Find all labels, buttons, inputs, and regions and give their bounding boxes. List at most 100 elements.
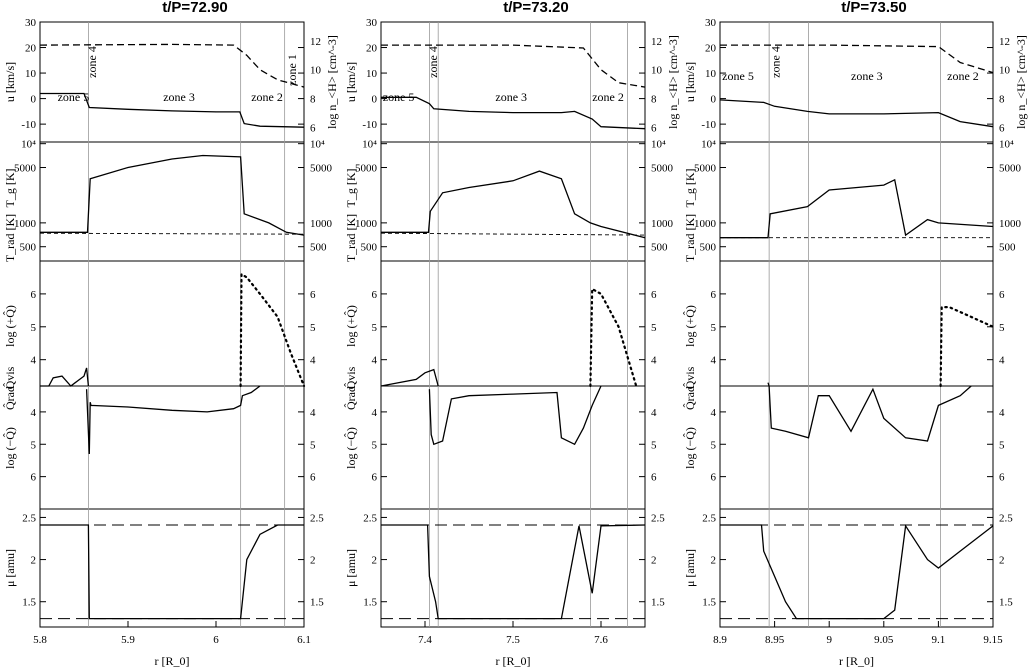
ylabel-heating-3: log (+Q̂) xyxy=(683,305,697,347)
ytick-rlabel-mu-2: 2 xyxy=(651,555,657,567)
series-heating-solid-1-5 xyxy=(40,367,90,387)
ylabel-heating-1: log (+Q̂) xyxy=(3,305,17,347)
frame-velocity-2 xyxy=(380,21,646,143)
ylabel-qrad-3: Q̂rad xyxy=(683,386,697,410)
xtick-label-3: 9.1 xyxy=(932,634,946,646)
ytick-label-velocity-3: 10 xyxy=(705,68,717,80)
ytick-label-mu-1: 1.5 xyxy=(22,597,36,609)
zone-label-2-4: zone 2 xyxy=(592,90,624,104)
ylabel-density-2: log n_<H> [cm^-3] xyxy=(666,35,680,129)
ytick-label-velocity-3: 0 xyxy=(711,94,717,106)
frame-velocity-1 xyxy=(39,21,305,143)
ytick-rlabel-mu-3: 2.5 xyxy=(999,512,1013,524)
ytick-rlabel-density-1: 8 xyxy=(310,94,316,106)
frame-temperature-1 xyxy=(39,141,305,262)
ylabel-tg-3: T_g [K] xyxy=(683,169,697,208)
ytick-label-temperature-2: 500 xyxy=(361,242,378,254)
ytick-label-heating-1: 4 xyxy=(31,355,37,367)
ytick-rlabel-cooling-3: 6 xyxy=(999,472,1005,484)
frame-heating-3 xyxy=(719,260,994,387)
ytick-label-mu-2: 1.5 xyxy=(363,597,377,609)
ylabel-heating-2: log (+Q̂) xyxy=(344,305,358,347)
ytick-rlabel-temperature-1: 5000 xyxy=(310,163,333,175)
ylabel-mu-1: μ [amu] xyxy=(3,549,17,587)
ytick-label-heating-3: 6 xyxy=(711,289,717,301)
ytick-label-mu-3: 1.5 xyxy=(702,597,716,609)
zone-label-3-4: zone 2 xyxy=(947,69,979,83)
frame-mu-3 xyxy=(719,508,994,628)
ytick-label-mu-2: 2 xyxy=(372,555,378,567)
frame-cooling-3 xyxy=(719,385,994,510)
ytick-rlabel-mu-1: 2 xyxy=(310,555,316,567)
ytick-rlabel-density-1: 12 xyxy=(310,36,321,48)
ytick-rlabel-temperature-1: 10⁴ xyxy=(310,139,325,151)
zone-label-2-1: zone 5 xyxy=(383,90,415,104)
ytick-label-temperature-2: 10⁴ xyxy=(362,139,377,151)
ytick-rlabel-mu-1: 2.5 xyxy=(310,512,324,524)
ytick-label-velocity-3: 20 xyxy=(705,43,717,55)
ylabel-qvis-3: Q̂vis xyxy=(683,366,697,389)
ytick-rlabel-density-1: 10 xyxy=(310,65,322,77)
ytick-rlabel-heating-3: 6 xyxy=(999,289,1005,301)
series-heating-dotted-3-6 xyxy=(939,306,995,388)
ytick-label-mu-2: 2.5 xyxy=(363,512,377,524)
ytick-rlabel-density-3: 6 xyxy=(999,123,1005,135)
ytick-label-temperature-1: 1000 xyxy=(14,218,37,230)
ytick-rlabel-cooling-1: 6 xyxy=(310,472,316,484)
zone-label-3-1: zone 5 xyxy=(722,69,754,83)
ytick-label-velocity-2: -10 xyxy=(362,119,377,131)
frame-temperature-2 xyxy=(380,141,646,262)
ytick-rlabel-density-1: 6 xyxy=(310,123,316,135)
frame-heating-1 xyxy=(39,260,305,387)
xtick-label-3: 9.15 xyxy=(983,634,1003,646)
x-axis-label-1: r [R_0] xyxy=(155,654,190,668)
series-velocity-solid-1-1 xyxy=(40,92,305,128)
ylabel-cooling-2: log (−Q̂) xyxy=(344,427,358,469)
ylabel-qrad-1: Q̂rad xyxy=(3,386,17,410)
ylabel-velocity-3: u [km/s] xyxy=(683,62,697,102)
xtick-label-2: 7.6 xyxy=(594,634,608,646)
ytick-rlabel-density-2: 10 xyxy=(651,65,663,77)
ylabel-velocity-1: u [km/s] xyxy=(3,62,17,102)
ytick-label-cooling-3: 5 xyxy=(711,439,717,451)
xtick-label-3: 8.95 xyxy=(765,634,785,646)
ytick-label-cooling-3: 6 xyxy=(711,472,717,484)
xtick-label-1: 6 xyxy=(213,634,219,646)
panel-title-3: t/P=73.50 xyxy=(841,0,906,16)
x-axis-label-3: r [R_0] xyxy=(839,654,874,668)
ytick-rlabel-temperature-3: 1000 xyxy=(999,218,1022,230)
ytick-rlabel-density-3: 12 xyxy=(999,36,1010,48)
ytick-label-temperature-2: 5000 xyxy=(355,163,378,175)
ytick-rlabel-mu-2: 1.5 xyxy=(651,597,665,609)
xtick-label-3: 8.9 xyxy=(713,634,727,646)
ytick-label-velocity-1: 0 xyxy=(31,94,37,106)
ylabel-density-3: log n_<H> [cm^-3] xyxy=(1014,35,1028,129)
ytick-rlabel-density-2: 12 xyxy=(651,36,662,48)
ytick-label-temperature-1: 5000 xyxy=(14,163,37,175)
series-heating-solid-2-5 xyxy=(380,368,439,387)
ylabel-mu-2: μ [amu] xyxy=(344,549,358,587)
ytick-label-temperature-1: 10⁴ xyxy=(21,139,36,151)
ylabel-density-1: log n_<H> [cm^-3] xyxy=(325,35,339,129)
ylabel-qrad-2: Q̂rad xyxy=(344,386,358,410)
xtick-label-1: 5.8 xyxy=(33,634,47,646)
ytick-rlabel-temperature-2: 5000 xyxy=(651,163,674,175)
panel-title-2: t/P=73.20 xyxy=(503,0,568,16)
ytick-rlabel-heating-2: 5 xyxy=(651,322,657,334)
ylabel-tg-1: T_g [K] xyxy=(3,169,17,208)
ytick-label-velocity-3: -10 xyxy=(701,119,716,131)
ytick-label-velocity-2: 20 xyxy=(366,43,378,55)
series-density-dashed-2-2 xyxy=(381,44,646,88)
frame-mu-2 xyxy=(380,508,646,628)
ytick-label-temperature-3: 10⁴ xyxy=(701,139,716,151)
series-mu-solid-2-8 xyxy=(381,524,646,620)
series-density-dashed-3-2 xyxy=(720,44,994,74)
ytick-rlabel-temperature-2: 10⁴ xyxy=(651,139,666,151)
ylabel-cooling-3: log (−Q̂) xyxy=(683,427,697,469)
ytick-rlabel-temperature-1: 500 xyxy=(310,242,327,254)
ytick-rlabel-temperature-2: 1000 xyxy=(651,218,674,230)
panel-title-1: t/P=72.90 xyxy=(162,0,227,16)
zone-label-1-2: zone 4 xyxy=(85,46,99,78)
ytick-label-temperature-3: 500 xyxy=(700,242,717,254)
